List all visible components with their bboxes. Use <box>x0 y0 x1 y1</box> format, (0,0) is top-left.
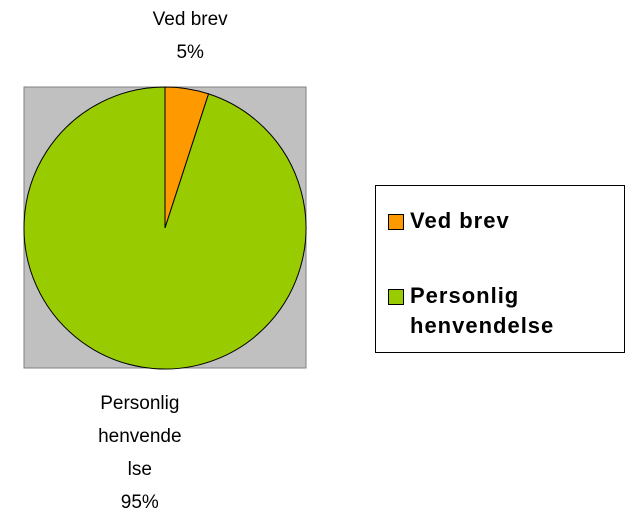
data-label-value: 5% <box>176 41 204 63</box>
data-label: Ved brev 5% <box>148 3 232 69</box>
data-label-value: 95% <box>120 492 159 514</box>
legend-swatch <box>388 214 404 230</box>
data-label-category: Personlig henvendelse <box>98 393 182 481</box>
data-label-category: Ved brev <box>152 8 228 30</box>
pie-slice <box>23 86 307 370</box>
legend-item: Personlig henvendelse <box>388 281 610 341</box>
legend-swatch <box>388 289 404 305</box>
legend-label: Ved brev <box>410 208 510 233</box>
legend: Ved brev Personlig henvendelse <box>375 185 625 353</box>
legend-item: Ved brev <box>388 206 610 236</box>
data-label: Personlig henvendelse 95% <box>98 387 182 517</box>
legend-label: Personlig henvendelse <box>410 283 555 338</box>
